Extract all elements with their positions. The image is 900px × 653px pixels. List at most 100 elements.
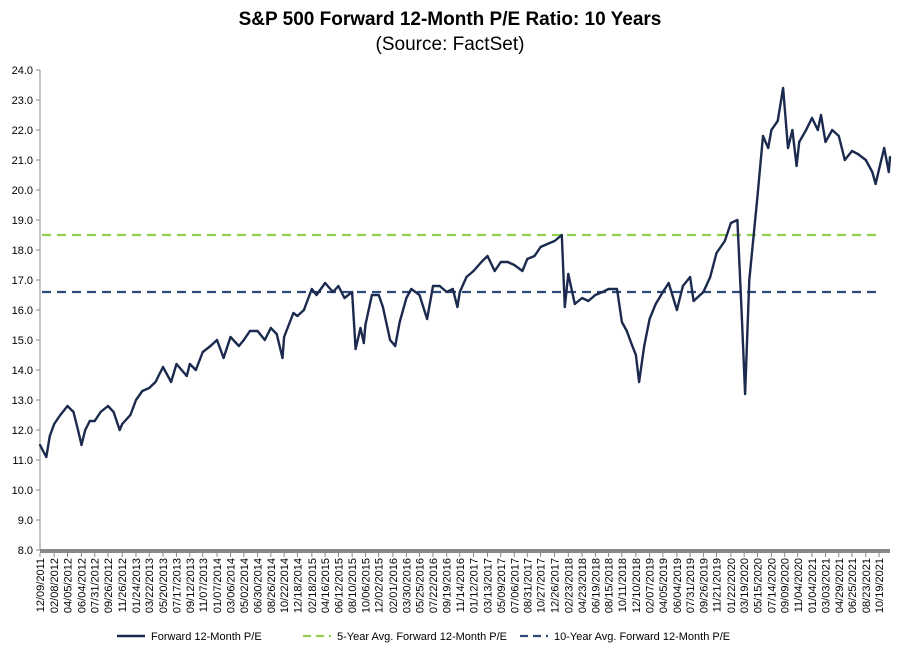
- pe-data-point: [438, 284, 441, 288]
- pe-data-point: [302, 308, 305, 312]
- pe-data-point: [810, 116, 814, 120]
- pe-data-point: [451, 287, 454, 291]
- pe-data-point: [381, 305, 384, 309]
- x-tick-label: 05/09/2017: [496, 558, 508, 613]
- x-tick-label: 11/14/2016: [455, 558, 467, 612]
- x-tick-label: 03/19/2020: [739, 558, 751, 613]
- x-tick-label: 05/15/2020: [752, 558, 764, 613]
- pe-data-point: [209, 344, 212, 348]
- pe-data-point: [843, 158, 846, 162]
- pe-data-point: [607, 287, 610, 291]
- pe-data-point: [526, 257, 529, 261]
- pe-data-point: [620, 320, 624, 324]
- pe-data-point: [76, 428, 80, 432]
- pe-data-point: [546, 242, 549, 246]
- x-tick-label: 04/23/2018: [577, 558, 589, 613]
- pe-data-point: [310, 287, 313, 291]
- pe-data-point: [776, 119, 779, 123]
- pe-data-point: [72, 410, 75, 414]
- pe-data-point: [667, 281, 670, 285]
- pe-data-point: [837, 134, 840, 138]
- pe-data-point: [513, 263, 516, 267]
- y-tick-label: 21.0: [12, 155, 33, 167]
- x-tick-label: 06/04/2019: [672, 558, 684, 613]
- x-tick-label: 09/26/2012: [103, 558, 115, 613]
- pe-data-point: [337, 284, 340, 288]
- pe-data-point: [154, 380, 157, 384]
- x-tick-label: 09/09/2020: [780, 558, 792, 613]
- pe-data-point: [702, 290, 705, 294]
- pe-data-point: [661, 290, 665, 294]
- x-tick-label: 06/04/2012: [76, 558, 88, 613]
- pe-data-point: [871, 170, 874, 174]
- pe-data-point: [141, 389, 144, 393]
- pe-data-point: [275, 332, 278, 336]
- pe-data-point: [394, 344, 397, 348]
- pe-data-point: [343, 296, 346, 300]
- pe-data-point: [222, 356, 225, 360]
- pe-data-point: [850, 149, 854, 153]
- pe-data-point: [377, 293, 380, 297]
- pe-data-point: [887, 170, 890, 174]
- pe-data-point: [567, 272, 570, 276]
- pe-data-point: [324, 281, 327, 285]
- x-axis: [40, 549, 890, 553]
- pe-data-point: [601, 290, 604, 294]
- pe-data-point: [398, 320, 401, 324]
- x-tick-label: 06/19/2018: [590, 558, 602, 613]
- pe-data-point: [112, 410, 115, 414]
- x-tick-label: 09/12/2013: [185, 558, 197, 613]
- pe-data-point: [59, 413, 62, 417]
- x-tick-label: 02/07/2019: [645, 558, 657, 613]
- x-tick-label: 11/26/2012: [117, 558, 129, 612]
- pe-data-point: [121, 422, 124, 426]
- y-tick-label: 20.0: [12, 185, 33, 197]
- pe-data-point: [370, 293, 373, 297]
- x-tick-label: 10/11/2018: [617, 558, 629, 612]
- x-tick-label: 07/22/2016: [428, 558, 440, 613]
- x-tick-label: 11/04/2020: [793, 558, 805, 612]
- pe-series-line: [38, 86, 892, 459]
- pe-data-point: [283, 335, 286, 339]
- pe-data-point: [874, 182, 877, 186]
- pe-data-point: [148, 386, 151, 390]
- x-tick-label: 04/29/2021: [834, 558, 846, 613]
- x-tick-label: 12/09/2011: [35, 558, 47, 612]
- x-tick-label: 12/10/2018: [631, 558, 643, 613]
- x-tick-label: 07/06/2017: [509, 558, 521, 613]
- pe-data-point: [118, 428, 121, 432]
- x-tick-label: 01/22/2020: [726, 558, 738, 613]
- pe-data-point: [292, 311, 295, 315]
- y-tick-label: 24.0: [12, 65, 33, 77]
- pe-data-point: [405, 296, 408, 300]
- pe-data-point: [175, 362, 178, 366]
- x-tick-label: 10/27/2017: [536, 558, 548, 613]
- pe-data-point: [248, 329, 251, 333]
- pe-data-point: [634, 353, 638, 357]
- chart-title: S&P 500 Forward 12-Month P/E Ratio: 10 Y…: [239, 9, 662, 30]
- pe-data-point: [573, 302, 576, 306]
- pe-data-point: [643, 344, 646, 348]
- y-tick-label: 12.0: [12, 425, 33, 437]
- pe-data-point: [638, 380, 641, 384]
- x-tick-label: 10/22/2014: [279, 558, 291, 613]
- pe-data-point: [888, 155, 892, 159]
- pe-data-point: [831, 128, 834, 132]
- pe-data-point: [161, 365, 165, 369]
- pe-data-point: [281, 356, 284, 360]
- pe-data-point: [521, 269, 524, 273]
- pe-data-point: [756, 194, 759, 198]
- pe-data-point: [493, 269, 496, 273]
- y-tick-label: 14.0: [12, 365, 33, 377]
- x-tick-label: 10/19/2021: [874, 558, 886, 613]
- pe-data-point: [681, 284, 685, 288]
- x-tick-label: 04/16/2015: [320, 558, 332, 613]
- y-tick-label: 23.0: [12, 95, 33, 107]
- pe-data-point: [242, 338, 245, 342]
- x-tick-label: 01/12/2017: [469, 558, 481, 613]
- pe-data-point: [170, 380, 173, 384]
- x-tick-label: 08/10/2015: [347, 558, 359, 613]
- pe-data-point: [864, 158, 867, 162]
- plot-area: 8.0 9.0 10.0 11.0 12.0 13.0 14.0 15.0 16.0 17.0 18…: [12, 65, 892, 613]
